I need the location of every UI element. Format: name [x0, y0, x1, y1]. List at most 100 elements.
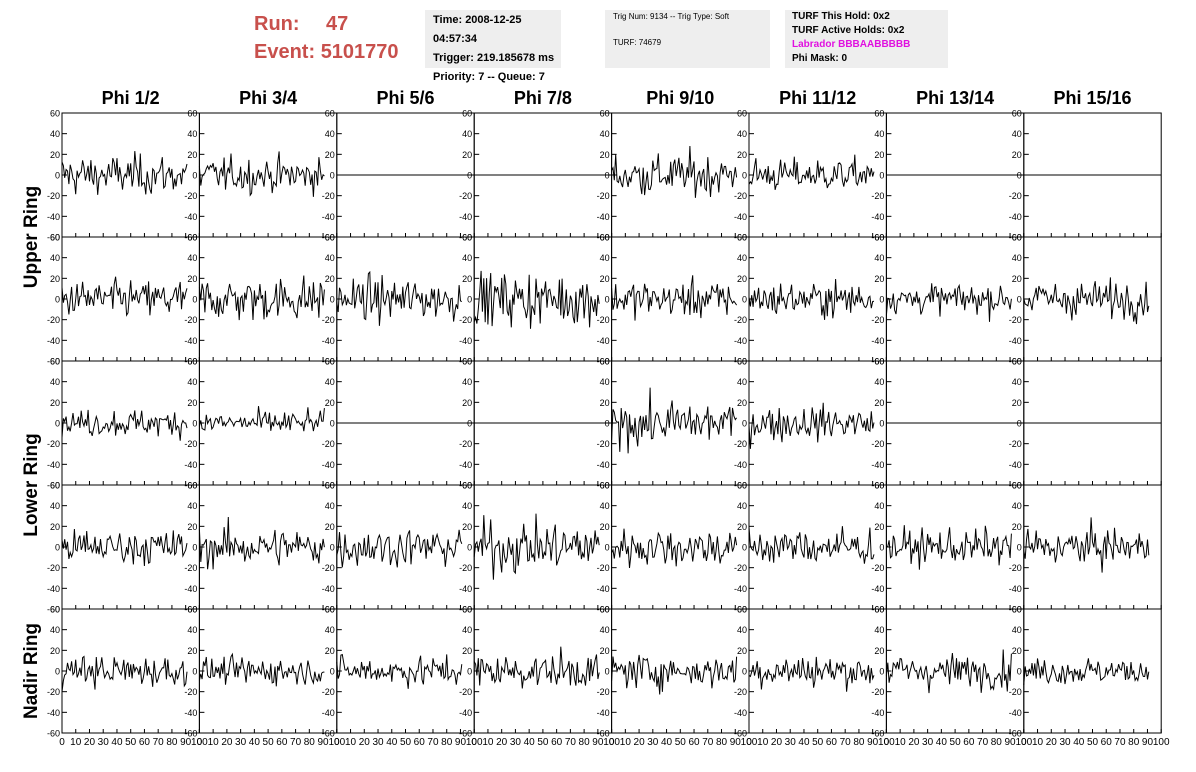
y-tick-label: -20 — [322, 315, 335, 325]
y-tick-label: -20 — [1009, 315, 1022, 325]
y-tick-label: -40 — [459, 336, 472, 346]
y-tick-label: 20 — [187, 522, 197, 532]
x-tick-label: 40 — [661, 737, 673, 748]
x-tick-label: 40 — [1073, 737, 1085, 748]
event-value: 5101770 — [320, 41, 399, 63]
y-tick-label: 60 — [1012, 605, 1022, 615]
y-tick-label: 60 — [462, 109, 472, 119]
x-tick-label: 90 — [1004, 737, 1016, 748]
waveform-trace — [61, 151, 188, 195]
y-tick-label: -20 — [597, 315, 610, 325]
x-tick-label: 90 — [730, 737, 742, 748]
y-tick-label: -20 — [597, 191, 610, 201]
y-tick-label: 20 — [600, 646, 610, 656]
y-tick-label: 20 — [874, 398, 884, 408]
y-tick-label: 60 — [1012, 233, 1022, 243]
y-tick-label: -20 — [459, 191, 472, 201]
y-tick-label: 40 — [737, 253, 747, 263]
y-tick-label: 20 — [50, 646, 60, 656]
x-tick-label: 70 — [977, 737, 989, 748]
x-tick-label: 40 — [249, 737, 261, 748]
y-tick-label: 20 — [1012, 646, 1022, 656]
labrador-text: Labrador BBBAABBBBB — [792, 39, 911, 50]
waveform-trace — [473, 513, 600, 580]
y-tick-label: -40 — [184, 212, 197, 222]
y-tick-label: 0 — [1017, 295, 1022, 305]
y-tick-label: 20 — [1012, 150, 1022, 160]
y-tick-label: 0 — [467, 543, 472, 553]
x-tick-label: 100 — [328, 737, 345, 748]
x-tick-label: 0 — [59, 737, 65, 748]
run-value: 47 — [326, 13, 349, 35]
y-tick-label: -20 — [1009, 439, 1022, 449]
x-tick-label: 20 — [634, 737, 646, 748]
y-tick-label: -20 — [734, 439, 747, 449]
y-tick-label: 20 — [874, 150, 884, 160]
y-tick-label: 20 — [874, 274, 884, 284]
x-tick-label: 30 — [235, 737, 247, 748]
y-tick-label: 20 — [874, 646, 884, 656]
waveform-trace — [61, 409, 188, 441]
y-tick-label: -40 — [734, 584, 747, 594]
waveform-trace — [748, 526, 875, 564]
y-tick-label: -40 — [47, 584, 60, 594]
y-tick-label: 0 — [467, 295, 472, 305]
y-tick-label: -20 — [184, 563, 197, 573]
y-tick-label: 0 — [192, 543, 197, 553]
x-tick-label: 80 — [579, 737, 591, 748]
y-tick-label: 40 — [874, 377, 884, 387]
y-tick-label: 40 — [50, 129, 60, 139]
y-tick-label: 20 — [1012, 522, 1022, 532]
y-tick-label: 40 — [325, 253, 335, 263]
plot-frame — [198, 484, 338, 610]
x-tick-label: 60 — [139, 737, 151, 748]
y-tick-label: 20 — [462, 646, 472, 656]
waveform-trace — [748, 402, 875, 449]
x-tick-label: 100 — [603, 737, 620, 748]
waveform-trace — [885, 649, 1012, 694]
x-tick-label: 20 — [1046, 737, 1058, 748]
y-tick-label: 60 — [600, 605, 610, 615]
y-tick-label: -20 — [322, 439, 335, 449]
plot-frame — [611, 360, 750, 486]
waveform-trace — [61, 528, 188, 567]
y-tick-label: 60 — [600, 481, 610, 491]
priority-text: Priority: 7 -- Queue: 7 — [433, 71, 545, 83]
y-tick-label: -40 — [1009, 212, 1022, 222]
y-tick-label: 60 — [1012, 109, 1022, 119]
waveform-trace — [611, 528, 738, 569]
x-tick-label: 0 — [197, 737, 203, 748]
y-tick-label: 20 — [325, 150, 335, 160]
y-tick-label: 0 — [192, 171, 197, 181]
x-tick-label: 100 — [1015, 737, 1032, 748]
waveform-trace — [1023, 517, 1150, 573]
x-tick-label: 80 — [166, 737, 178, 748]
y-tick-label: 60 — [874, 481, 884, 491]
x-tick-label: 100 — [1153, 737, 1170, 748]
y-tick-label: 0 — [1017, 543, 1022, 553]
y-tick-label: 60 — [1012, 357, 1022, 367]
y-tick-label: 60 — [50, 109, 60, 119]
plot-frame — [61, 608, 200, 734]
y-tick-label: 40 — [187, 253, 197, 263]
ring-label: Upper Ring — [21, 186, 42, 288]
x-tick-label: 20 — [84, 737, 96, 748]
y-tick-label: -20 — [184, 191, 197, 201]
y-tick-label: 40 — [325, 377, 335, 387]
y-tick-label: -20 — [597, 563, 610, 573]
x-tick-label: 20 — [221, 737, 233, 748]
x-tick-label: 10 — [345, 737, 357, 748]
y-tick-label: -20 — [47, 439, 60, 449]
y-tick-label: 40 — [50, 377, 60, 387]
phi-mask-text: Phi Mask: 0 — [792, 53, 848, 64]
y-tick-label: 0 — [1017, 419, 1022, 429]
y-tick-label: -20 — [47, 563, 60, 573]
y-tick-label: -40 — [322, 460, 335, 470]
y-tick-label: -20 — [871, 439, 884, 449]
y-tick-label: 20 — [462, 150, 472, 160]
y-tick-label: 40 — [1012, 501, 1022, 511]
y-tick-label: 40 — [1012, 625, 1022, 635]
y-tick-label: -60 — [47, 729, 60, 739]
x-tick-label: 60 — [414, 737, 426, 748]
ring-label: Lower Ring — [21, 433, 42, 536]
